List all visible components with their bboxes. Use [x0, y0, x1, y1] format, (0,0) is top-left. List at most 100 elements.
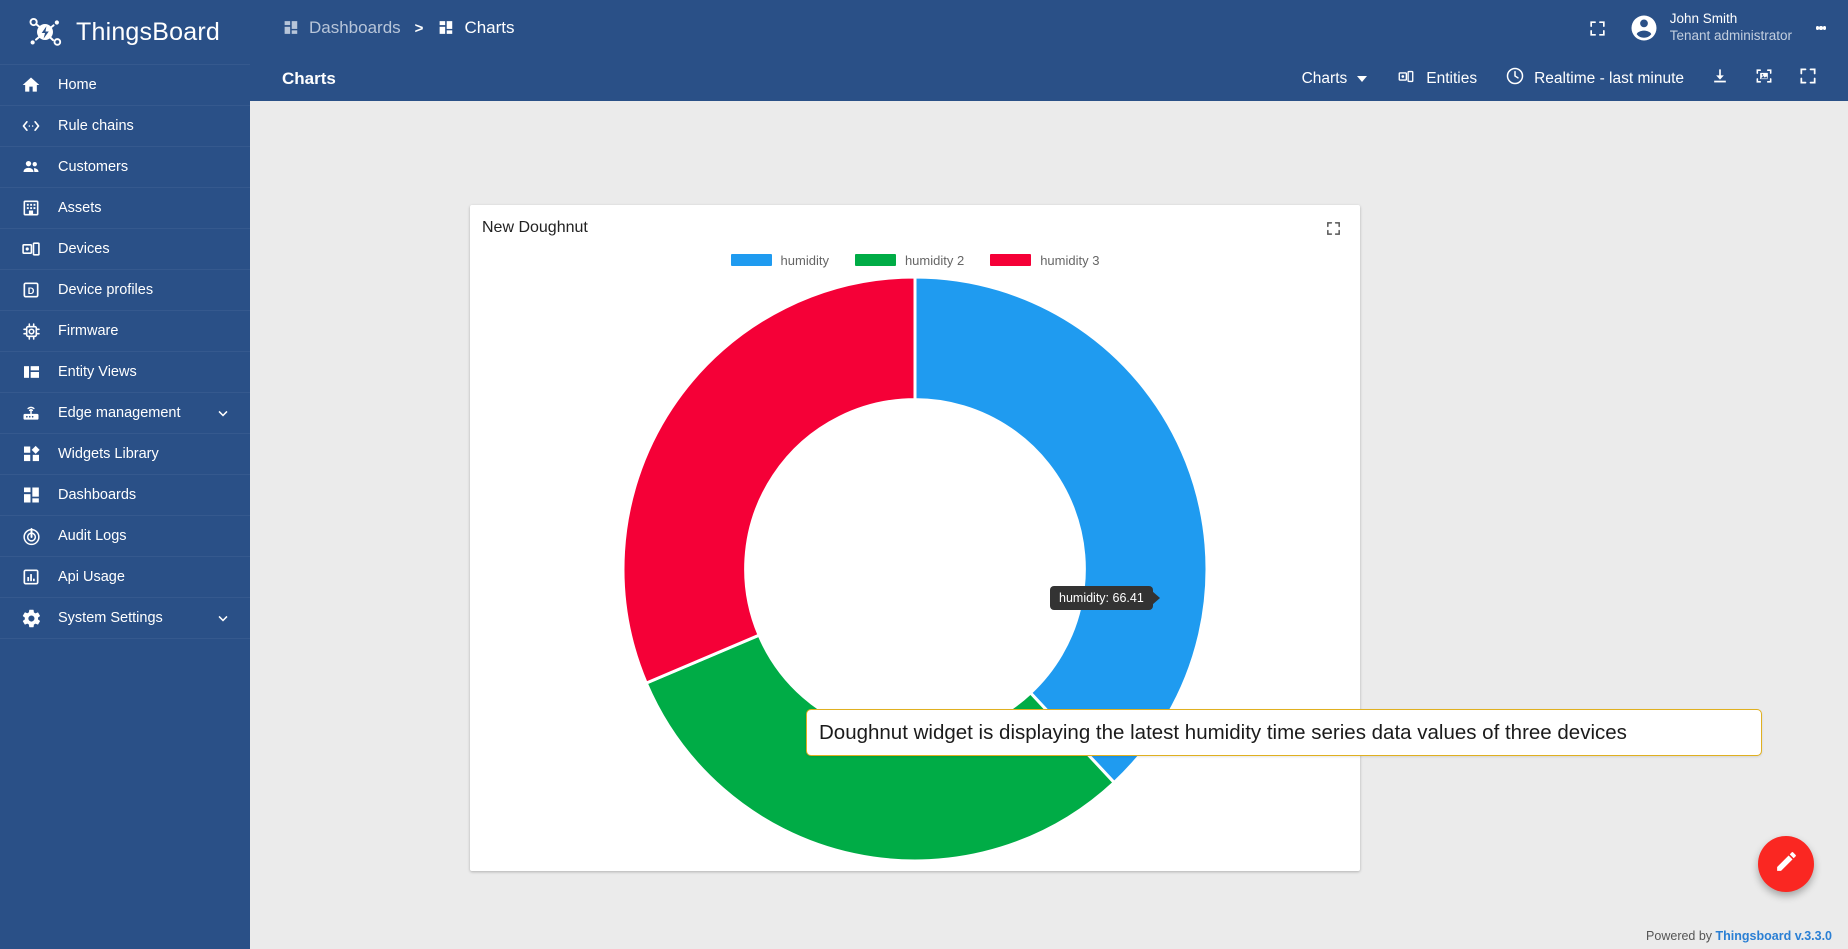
sidebar-item-label: Widgets Library — [58, 446, 159, 462]
download-icon — [1710, 66, 1730, 91]
footer-link[interactable]: Thingsboard v.3.3.0 — [1715, 929, 1832, 943]
doughnut-chart[interactable]: humidity: 66.41 — [470, 271, 1360, 867]
dashboard-toolbar: Charts Charts Entities — [250, 56, 1848, 101]
widget-header: New Doughnut — [470, 205, 1360, 251]
customers-icon — [20, 156, 42, 178]
sidebar-item-label: Firmware — [58, 323, 119, 339]
pencil-icon — [1774, 849, 1799, 879]
breadcrumb-label: Dashboards — [309, 18, 401, 37]
legend-item-humidity[interactable]: humidity — [730, 252, 829, 268]
firmware-icon — [20, 320, 42, 342]
vertical-dots-icon[interactable] — [1810, 15, 1832, 41]
devices-icon — [20, 238, 42, 260]
widgets-library-icon — [20, 443, 42, 465]
image-button[interactable] — [1742, 59, 1786, 99]
chevron-down-icon — [1357, 75, 1368, 82]
sidebar-item-label: System Settings — [58, 610, 163, 626]
sidebar-item-home[interactable]: Home — [0, 65, 250, 106]
doughnut-slice[interactable] — [913, 275, 1209, 785]
annotation-callout: Doughnut widget is displaying the latest… — [806, 709, 1762, 756]
legend-label: humidity 3 — [1040, 252, 1100, 268]
sidebar-item-label: Rule chains — [58, 118, 134, 134]
rule-chains-icon — [20, 115, 42, 137]
sidebar-item-edge-management[interactable]: Edge management — [0, 393, 250, 434]
sidebar-item-devices[interactable]: Devices — [0, 229, 250, 270]
sidebar-item-label: Assets — [58, 200, 102, 216]
sidebar-item-label: Api Usage — [58, 569, 125, 585]
widget-title: New Doughnut — [482, 219, 588, 236]
sidebar-item-dashboards[interactable]: Dashboards — [0, 475, 250, 516]
entities-label: Entities — [1426, 69, 1478, 87]
widget-card-new-doughnut: New Doughnut humidity hu — [470, 205, 1360, 871]
breadcrumb-separator: > — [414, 19, 424, 37]
edge-management-icon — [20, 402, 42, 424]
legend-item-humidity-3[interactable]: humidity 3 — [990, 253, 1099, 268]
sidebar-item-api-usage[interactable]: Api Usage — [0, 557, 250, 598]
sidebar-item-label: Devices — [58, 241, 110, 257]
legend-swatch — [990, 254, 1032, 266]
sidebar-item-label: Device profiles — [58, 282, 154, 298]
device-profiles-icon: D — [20, 279, 42, 301]
legend-swatch — [854, 254, 896, 266]
sidebar-item-label: Customers — [58, 159, 129, 175]
sidebar-item-assets[interactable]: Assets — [0, 188, 250, 229]
sidebar-item-label: Home — [58, 77, 97, 93]
sidebar-item-device-profiles[interactable]: D Device profiles — [0, 270, 250, 311]
sidebar-item-widgets-library[interactable]: Widgets Library — [0, 434, 250, 475]
api-usage-icon — [20, 566, 42, 588]
brand-logo[interactable]: ThingsBoard — [0, 0, 250, 65]
sidebar-item-label: Audit Logs — [58, 528, 127, 544]
timewindow-label: Realtime - last minute — [1534, 69, 1684, 87]
dashboards-icon — [20, 484, 42, 506]
breadcrumb-item-charts[interactable]: Charts — [437, 18, 515, 38]
image-icon — [1754, 66, 1774, 91]
dashboard-content: New Doughnut humidity hu — [250, 101, 1848, 949]
clock-icon — [1505, 66, 1525, 91]
fullscreen-icon — [1798, 66, 1818, 91]
chevron-down-icon[interactable] — [214, 404, 232, 422]
legend-item-humidity-2[interactable]: humidity 2 — [854, 252, 965, 268]
timewindow-button[interactable]: Realtime - last minute — [1491, 59, 1698, 99]
legend-label: humidity 2 — [904, 252, 965, 268]
home-icon — [20, 74, 42, 96]
dashboard-fullscreen-button[interactable] — [1786, 59, 1830, 99]
sidebar-item-entity-views[interactable]: Entity Views — [0, 352, 250, 393]
entity-views-icon — [20, 361, 42, 383]
dashboard-state-selector[interactable]: Charts — [1288, 59, 1382, 99]
dashboard-state-label: Charts — [1301, 69, 1348, 87]
sidebar-item-customers[interactable]: Customers — [0, 147, 250, 188]
dashboards-icon — [437, 19, 455, 37]
fullscreen-icon[interactable] — [1320, 215, 1346, 241]
doughnut-slices — [621, 275, 1209, 863]
breadcrumb-label: Charts — [464, 18, 515, 37]
fullscreen-icon[interactable] — [1585, 15, 1611, 41]
sidebar-item-audit-logs[interactable]: Audit Logs — [0, 516, 250, 557]
sidebar-item-label: Entity Views — [58, 364, 137, 380]
entities-button[interactable]: Entities — [1381, 59, 1491, 99]
footer: Powered by Thingsboard v.3.3.0 — [1646, 929, 1832, 943]
sidebar-item-firmware[interactable]: Firmware — [0, 311, 250, 352]
sidebar: ThingsBoard Home Rule chains — [0, 0, 250, 949]
download-button[interactable] — [1698, 59, 1742, 99]
breadcrumb: Dashboards > Charts — [282, 18, 515, 38]
sidebar-item-label: Edge management — [58, 405, 181, 421]
user-name: John Smith — [1669, 11, 1738, 27]
devices-icon — [1395, 68, 1417, 90]
edit-dashboard-fab[interactable] — [1758, 836, 1814, 892]
svg-text:D: D — [28, 286, 35, 296]
user-menu[interactable]: John Smith Tenant administrator — [1629, 11, 1792, 45]
sidebar-item-system-settings[interactable]: System Settings — [0, 598, 250, 639]
top-bar: Dashboards > Charts — [250, 0, 1848, 56]
sidebar-item-label: Dashboards — [58, 487, 137, 503]
account-circle-icon — [1629, 13, 1659, 43]
legend-swatch — [730, 254, 772, 266]
doughnut-slice[interactable] — [621, 275, 917, 686]
chart-legend: humidity humidity 2 humidity 3 — [470, 249, 1360, 271]
breadcrumb-item-dashboards[interactable]: Dashboards — [282, 18, 401, 38]
sidebar-item-rule-chains[interactable]: Rule chains — [0, 106, 250, 147]
audit-logs-icon — [20, 525, 42, 547]
system-settings-icon — [20, 607, 42, 629]
chevron-down-icon[interactable] — [214, 609, 232, 627]
legend-label: humidity — [780, 252, 829, 268]
dashboards-icon — [282, 19, 300, 37]
